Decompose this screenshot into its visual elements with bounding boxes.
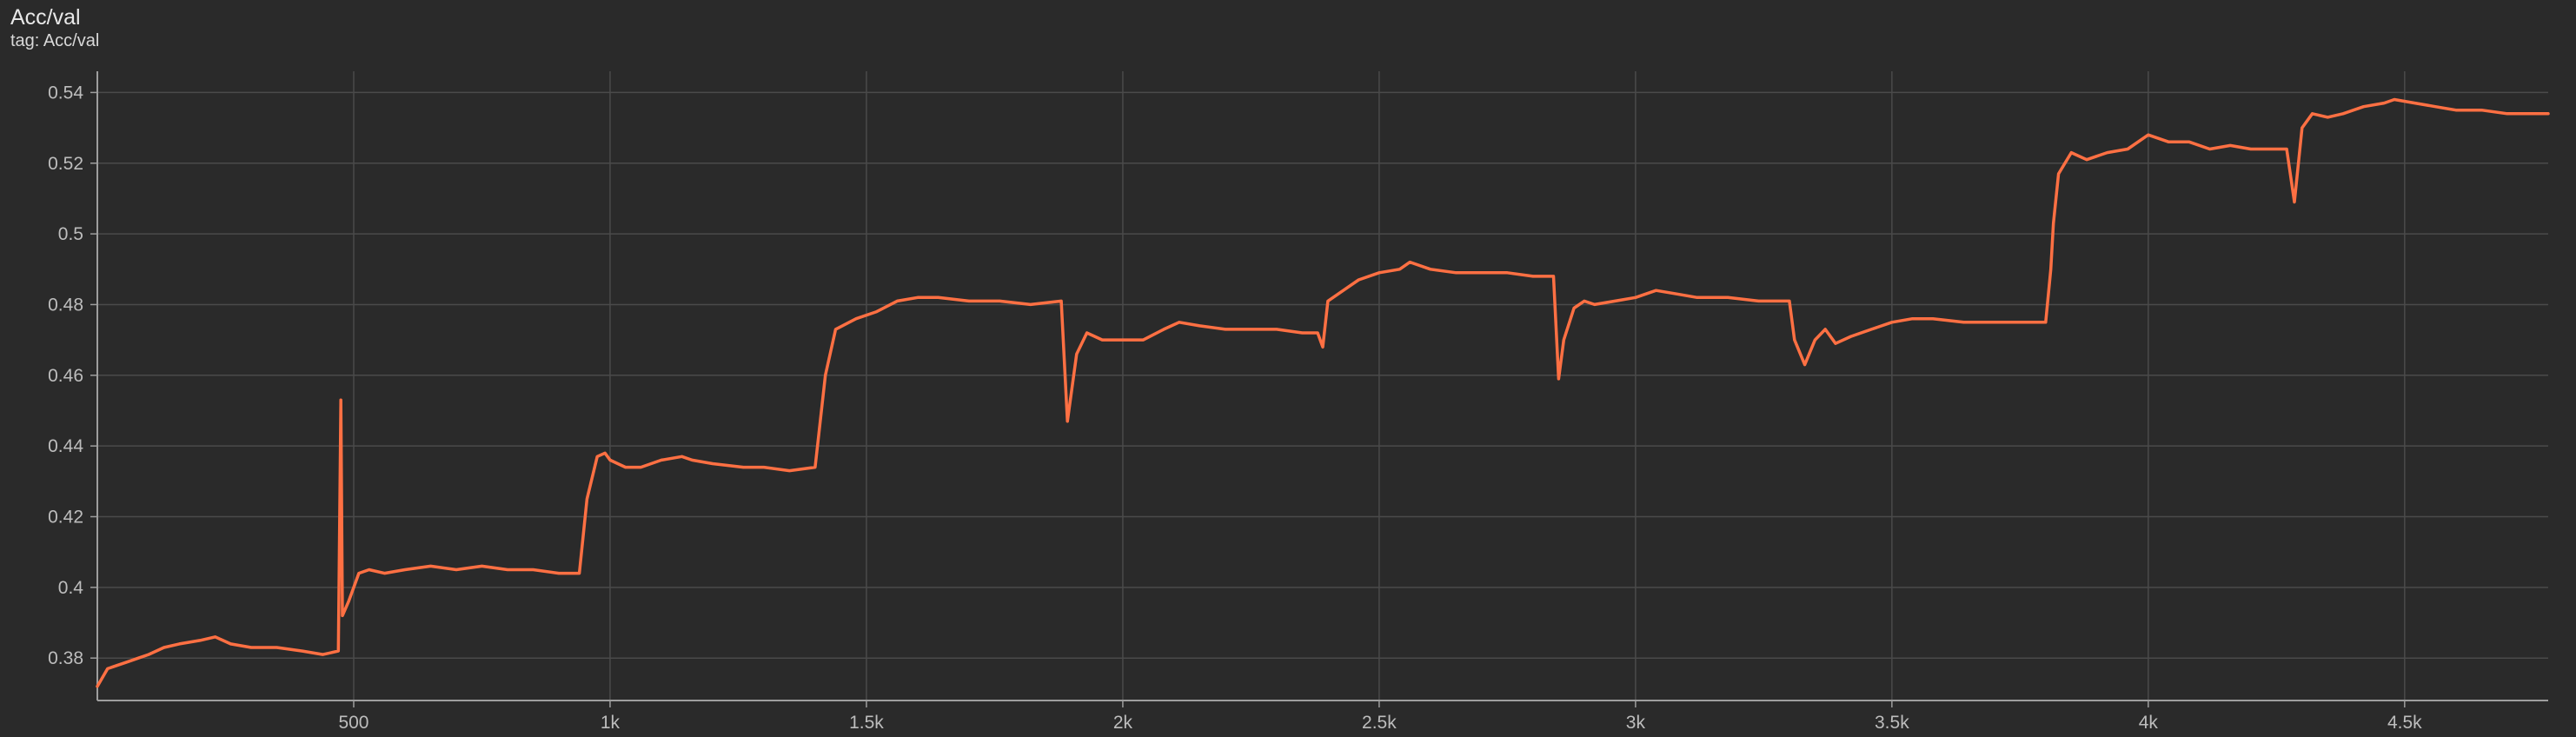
chart-title: Acc/val	[10, 5, 81, 30]
y-tick-label: 0.38	[48, 648, 83, 668]
grid-lines	[97, 71, 2548, 700]
x-tick-label: 4.5k	[2387, 713, 2422, 733]
x-tick-label: 1k	[601, 713, 621, 733]
y-tick-label: 0.52	[48, 154, 83, 174]
x-tick-label: 1.5k	[849, 713, 884, 733]
x-tick-label: 4k	[2139, 713, 2159, 733]
x-tick-label: 3k	[1626, 713, 1646, 733]
y-tick-label: 0.46	[48, 366, 83, 386]
x-tick-label: 2k	[1113, 713, 1133, 733]
tick-labels: 0.38 0.4 0.42 0.44 0.46 0.48 0.5 0.52 0.54 500 1k 1…	[48, 83, 2422, 733]
y-tick-label: 0.5	[58, 224, 83, 244]
y-tick-label: 0.48	[48, 295, 83, 315]
x-tick-label: 2.5k	[1362, 713, 1397, 733]
axes	[90, 71, 2548, 707]
series-line-0[interactable]	[96, 97, 2550, 688]
y-tick-label: 0.42	[48, 507, 83, 527]
x-tick-label: 500	[338, 713, 368, 733]
series-layer	[96, 97, 2550, 688]
y-tick-label: 0.4	[58, 578, 84, 598]
x-tick-label: 3.5k	[1875, 713, 1909, 733]
y-tick-label: 0.54	[48, 83, 83, 103]
y-tick-label: 0.44	[48, 436, 83, 456]
chart-subtitle: tag: Acc/val	[10, 31, 100, 50]
